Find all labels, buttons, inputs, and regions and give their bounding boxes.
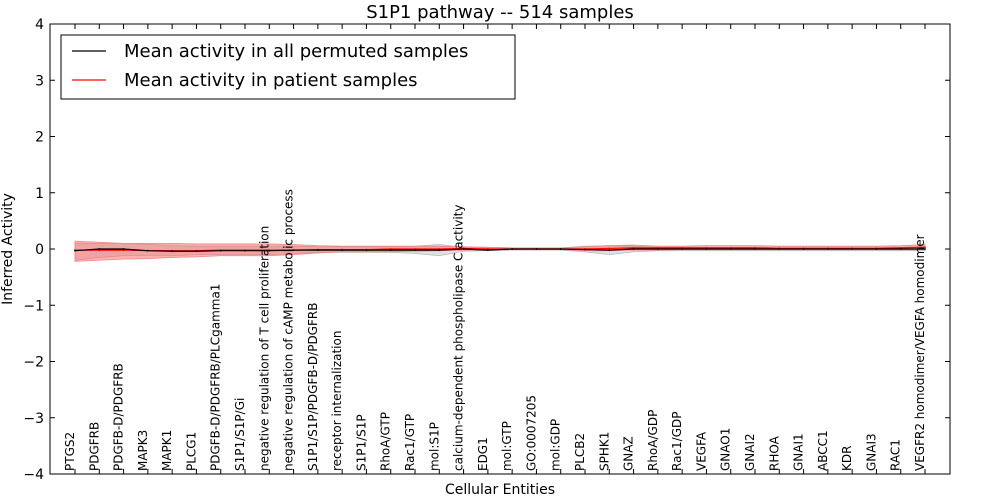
point-series-0-30 bbox=[802, 248, 805, 250]
x-tick-label-10: S1P1/S1P/PDGFB-D/PDGFRB bbox=[306, 303, 320, 471]
point-series-0-35 bbox=[924, 248, 926, 250]
x-tick-label-24: RhoA/GDP bbox=[646, 410, 660, 471]
point-series-0-28 bbox=[754, 248, 756, 250]
x-tick-label-4: MAPK1 bbox=[160, 430, 174, 471]
point-series-0-24 bbox=[656, 248, 659, 250]
x-tick-label-16: calcium-dependent phospholipase C activi… bbox=[452, 205, 466, 471]
point-series-1-35 bbox=[924, 246, 926, 249]
point-series-0-15 bbox=[438, 249, 441, 252]
y-tick-label-1: 3 bbox=[35, 73, 44, 89]
point-series-0-27 bbox=[729, 248, 732, 250]
x-tick-label-14: Rac1/GTP bbox=[403, 414, 417, 471]
point-series-1-22 bbox=[608, 247, 611, 250]
chart-title: S1P1 pathway -- 514 samples bbox=[366, 2, 634, 23]
point-series-0-3 bbox=[146, 249, 149, 252]
legend-label-patient: Mean activity in patient samples bbox=[124, 70, 418, 91]
point-series-0-16 bbox=[462, 248, 465, 250]
point-series-0-32 bbox=[851, 248, 854, 250]
point-series-0-11 bbox=[341, 249, 344, 252]
series-lines bbox=[74, 246, 926, 253]
y-tick-label-4: 0 bbox=[35, 242, 44, 258]
line-series-0 bbox=[74, 248, 925, 252]
x-tick-label-35: VEGFR2 homodimer/VEGFA homodimer bbox=[913, 234, 927, 471]
point-series-0-5 bbox=[195, 250, 198, 253]
y-axis: 4 3 2 1 0 −1 −2 −3 −4 bbox=[23, 17, 950, 483]
y-tick-label-7: −3 bbox=[23, 411, 44, 427]
x-tick-label-28: GNAI2 bbox=[743, 433, 757, 471]
x-tick-label-25: Rac1/GDP bbox=[670, 412, 684, 471]
x-tick-label-29: RHOA bbox=[767, 435, 781, 471]
point-series-0-33 bbox=[875, 248, 878, 250]
point-series-0-2 bbox=[122, 248, 125, 250]
point-series-0-20 bbox=[559, 248, 562, 250]
point-series-0-31 bbox=[826, 248, 829, 250]
x-tick-label-2: PDGFB-D/PDGFRB bbox=[112, 363, 126, 471]
x-tick-label-22: SPHK1 bbox=[597, 432, 611, 471]
point-series-0-7 bbox=[244, 249, 246, 252]
x-tick-label-9: negative regulation of cAMP metabolic pr… bbox=[282, 189, 296, 471]
x-tick-label-0: PTGS2 bbox=[63, 432, 77, 471]
point-series-0-4 bbox=[171, 250, 174, 253]
legend: Mean activity in all permuted samples Me… bbox=[60, 34, 516, 100]
point-series-0-22 bbox=[608, 249, 611, 252]
x-tick-label-17: EDG1 bbox=[476, 437, 490, 471]
x-tick-label-23: GNAZ bbox=[622, 436, 636, 471]
x-tick-label-33: GNAI3 bbox=[864, 433, 878, 471]
point-series-0-14 bbox=[414, 249, 416, 252]
point-series-0-9 bbox=[292, 249, 295, 252]
x-tick-label-30: GNAI1 bbox=[792, 433, 806, 471]
point-series-0-23 bbox=[632, 248, 635, 250]
legend-box bbox=[60, 34, 516, 100]
point-series-0-18 bbox=[511, 248, 514, 250]
x-tick-label-6: PDGFB-D/PDGFRB/PLCgamma1 bbox=[209, 284, 223, 471]
x-tick-label-11: receptor internalization bbox=[330, 331, 344, 471]
y-tick-label-5: −1 bbox=[23, 298, 44, 314]
point-series-0-25 bbox=[681, 248, 684, 250]
x-tick-label-20: mol:GDP bbox=[549, 419, 563, 471]
point-series-0-12 bbox=[365, 249, 368, 252]
x-tick-label-1: PDGFRB bbox=[87, 422, 101, 471]
y-tick-label-2: 2 bbox=[35, 130, 44, 146]
x-tick-label-3: MAPK3 bbox=[136, 430, 150, 471]
point-series-0-1 bbox=[98, 248, 101, 250]
point-series-0-34 bbox=[899, 248, 902, 250]
x-tick-label-34: RAC1 bbox=[889, 439, 903, 471]
point-series-0-29 bbox=[778, 248, 781, 250]
x-tick-label-13: RhoA/GTP bbox=[379, 412, 393, 471]
x-tick-label-26: VEGFA bbox=[694, 431, 708, 471]
x-tick-label-7: S1P1/S1P/Gi bbox=[233, 398, 247, 471]
legend-label-permuted: Mean activity in all permuted samples bbox=[124, 41, 468, 62]
x-tick-label-19: GO:0007205 bbox=[524, 395, 538, 471]
x-tick-label-18: mol:GTP bbox=[500, 421, 514, 471]
point-series-0-10 bbox=[316, 249, 319, 252]
y-axis-label: Inferred Activity bbox=[0, 193, 16, 305]
point-series-0-26 bbox=[705, 248, 708, 250]
y-tick-label-0: 4 bbox=[35, 17, 44, 33]
x-tick-label-32: KDR bbox=[840, 446, 854, 471]
x-axis-label: Cellular Entities bbox=[445, 482, 555, 498]
y-tick-label-3: 1 bbox=[35, 186, 44, 202]
y-tick-label-6: −2 bbox=[23, 355, 44, 371]
point-series-0-0 bbox=[74, 249, 76, 252]
point-series-0-19 bbox=[535, 248, 538, 250]
y-tick-label-8: −4 bbox=[23, 467, 44, 483]
point-series-0-8 bbox=[268, 249, 271, 252]
x-tick-label-8: negative regulation of T cell proliferat… bbox=[257, 226, 271, 471]
x-tick-label-15: mol:S1P bbox=[427, 422, 441, 471]
x-axis: PTGS2 PDGFRB PDGFB-D/PDGFRB MAPK3 MAPK1 PLCG1… bbox=[63, 24, 927, 474]
point-series-0-6 bbox=[219, 249, 222, 252]
x-tick-label-5: PLCG1 bbox=[184, 432, 198, 471]
point-series-0-21 bbox=[584, 248, 586, 251]
x-tick-label-31: ABCC1 bbox=[816, 430, 830, 471]
x-tick-label-27: GNAO1 bbox=[719, 428, 733, 471]
point-series-0-17 bbox=[486, 249, 489, 252]
x-tick-label-12: S1P1/S1P bbox=[354, 414, 368, 471]
point-series-0-13 bbox=[389, 249, 392, 252]
x-tick-label-21: PLCB2 bbox=[573, 433, 587, 471]
